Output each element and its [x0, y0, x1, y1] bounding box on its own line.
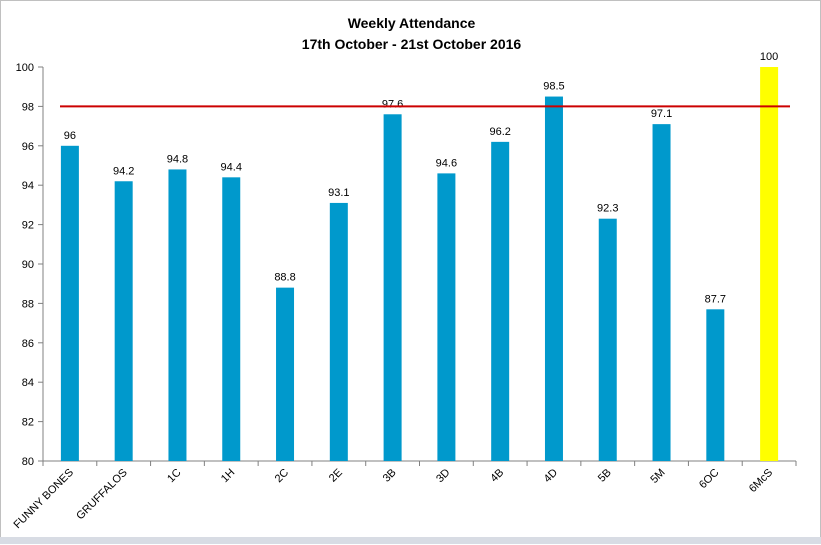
y-tick-label: 98 — [22, 101, 34, 113]
y-tick-label: 90 — [22, 259, 34, 271]
y-tick-label: 80 — [22, 456, 34, 468]
y-tick-label: 82 — [22, 417, 34, 429]
chart-title: Weekly Attendance — [347, 15, 476, 31]
bar-2c — [276, 287, 295, 461]
bar-2e — [329, 202, 348, 461]
category-label: 5M — [648, 467, 667, 486]
data-label: 93.1 — [328, 187, 349, 199]
bar-funny-bones — [60, 145, 79, 462]
y-tick-label: 94 — [22, 180, 34, 192]
bar-1c — [168, 169, 187, 461]
category-label: 4D — [542, 467, 560, 485]
bar-3d — [437, 173, 456, 461]
category-label: 2E — [327, 467, 345, 485]
category-label: 6McS — [747, 467, 775, 495]
bar-5m — [652, 124, 671, 461]
bar-gruffalos — [114, 181, 133, 461]
data-label: 97.1 — [651, 108, 672, 120]
data-label: 94.8 — [167, 153, 188, 165]
bar-4b — [491, 141, 510, 462]
category-label: 1H — [219, 467, 237, 485]
category-label: FUNNY BONES — [11, 467, 76, 532]
data-label: 94.6 — [436, 157, 457, 169]
y-tick-label: 100 — [16, 62, 34, 74]
bar-6mcs — [760, 67, 779, 461]
data-label: 100 — [760, 51, 778, 63]
data-label: 97.6 — [382, 98, 403, 110]
data-label: 94.4 — [221, 161, 242, 173]
y-tick-label: 84 — [22, 377, 34, 389]
category-label: 3D — [434, 467, 452, 485]
data-label: 98.5 — [543, 81, 564, 93]
data-label: 94.2 — [113, 165, 134, 177]
category-label: 1C — [165, 467, 183, 485]
bar-5b — [598, 218, 617, 461]
y-tick-label: 96 — [22, 141, 34, 153]
bar-4d — [544, 96, 563, 462]
data-label: 92.3 — [597, 203, 618, 215]
chart-subtitle: 17th October - 21st October 2016 — [301, 36, 522, 52]
data-label: 88.8 — [274, 272, 295, 284]
y-tick-label: 88 — [22, 298, 34, 310]
category-label: 3B — [381, 467, 399, 485]
y-tick-label: 92 — [22, 220, 34, 232]
bar-6oc — [706, 309, 725, 461]
data-label: 96 — [64, 130, 76, 142]
window-bottom-edge — [0, 537, 821, 544]
bar-3b — [383, 114, 402, 461]
data-label: 96.2 — [489, 126, 510, 138]
y-tick-label: 86 — [22, 338, 34, 350]
bar-1h — [222, 177, 241, 461]
data-label: 87.7 — [705, 293, 726, 305]
category-label: 4B — [488, 467, 506, 485]
category-label: GRUFFALOS — [74, 467, 130, 523]
category-label: 6OC — [697, 467, 722, 492]
category-label: 2C — [273, 467, 291, 485]
category-label: 5B — [596, 467, 614, 485]
